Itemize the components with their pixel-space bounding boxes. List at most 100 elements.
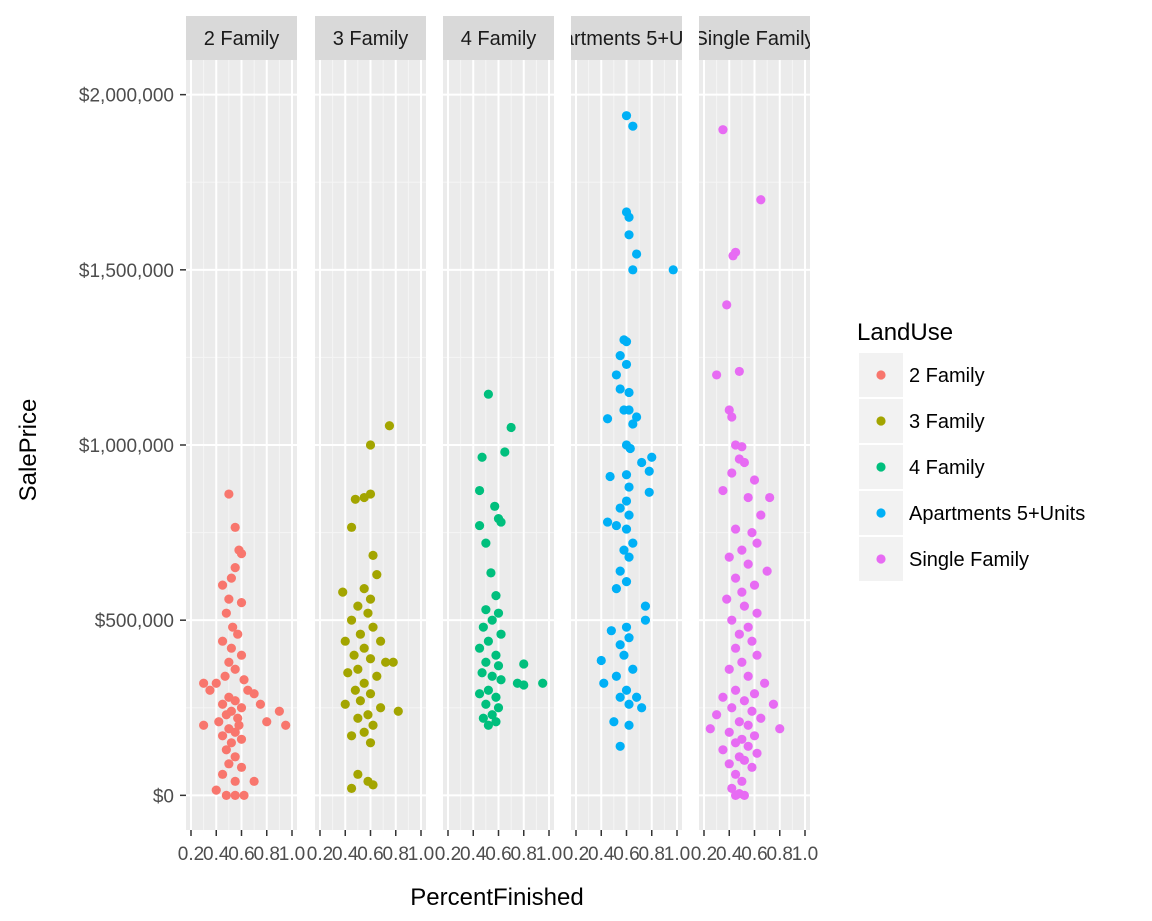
data-point (624, 510, 634, 520)
data-point (487, 710, 497, 720)
data-point (239, 790, 249, 800)
data-point (724, 759, 734, 769)
data-point (359, 492, 369, 503)
x-tick-label: 0.2 (563, 844, 589, 865)
data-point (628, 664, 638, 674)
data-point (628, 121, 638, 131)
data-point (346, 731, 357, 741)
data-point (637, 457, 647, 468)
data-point (359, 584, 369, 594)
data-point (224, 657, 234, 667)
data-point (606, 626, 616, 636)
data-point (214, 717, 224, 727)
data-point (478, 622, 488, 632)
legend-key-point (876, 416, 886, 426)
data-point (343, 668, 353, 678)
y-axis-title: SalePrice (15, 399, 42, 502)
data-point (621, 496, 632, 506)
x-tick-label: 1.0 (536, 844, 562, 865)
data-point (647, 452, 657, 462)
data-point (644, 487, 654, 497)
data-point (274, 706, 284, 716)
data-point (756, 510, 766, 520)
data-point (483, 389, 493, 399)
data-point (224, 489, 234, 499)
data-point (624, 387, 634, 398)
data-point (350, 494, 360, 504)
data-point (226, 738, 236, 748)
data-point (621, 577, 632, 587)
data-point (483, 720, 493, 730)
x-tick-label: 0.6 (741, 844, 767, 865)
data-point (743, 720, 753, 730)
data-point (712, 370, 722, 380)
data-point (249, 776, 259, 786)
data-point (739, 790, 749, 800)
data-point (621, 359, 632, 370)
data-point (718, 692, 728, 702)
data-point (743, 671, 753, 681)
y-tick-label: $0 (153, 786, 174, 807)
x-tick-label: 0.6 (357, 844, 383, 865)
data-point (230, 790, 240, 800)
data-point (728, 251, 738, 261)
data-point (221, 745, 231, 755)
data-point (496, 517, 506, 527)
data-point (624, 405, 634, 415)
facet-panel: 2 Family 0.20.40.60.81.0 (178, 16, 305, 865)
data-point (236, 549, 247, 559)
data-point (230, 696, 240, 706)
data-point (762, 566, 772, 576)
data-point (493, 661, 504, 671)
data-point (486, 568, 496, 578)
data-point (747, 706, 757, 716)
data-point (756, 195, 766, 205)
facet-strip (186, 16, 297, 60)
data-point (221, 710, 231, 720)
data-point (353, 601, 363, 611)
data-point (491, 692, 501, 702)
data-point (381, 657, 391, 667)
data-point (737, 776, 747, 786)
data-point (611, 671, 621, 681)
x-tick-label: 0.6 (485, 844, 511, 865)
data-point (739, 457, 749, 468)
x-tick-label: 0.6 (613, 844, 639, 865)
series-points (705, 125, 785, 800)
data-point (625, 443, 635, 454)
data-point (199, 678, 209, 688)
data-point (624, 720, 634, 730)
data-point (211, 678, 221, 688)
data-point (752, 608, 762, 618)
x-tick-label: 0.4 (716, 844, 743, 865)
data-point (760, 678, 770, 688)
legend-key-point (876, 462, 886, 472)
data-point (346, 522, 357, 532)
data-point (236, 650, 247, 660)
data-point (233, 713, 243, 723)
data-point (615, 503, 625, 513)
data-point (602, 414, 613, 424)
data-point (519, 659, 529, 669)
legend-label: Apartments 5+Units (909, 503, 1085, 525)
data-point (474, 520, 485, 531)
data-point (632, 412, 642, 422)
y-tick-label: $500,000 (95, 611, 174, 632)
data-point (493, 608, 504, 618)
data-point (632, 692, 642, 702)
facet-panel: 4 Family 0.20.40.60.81.0 (435, 16, 562, 865)
data-point (628, 538, 638, 548)
facet-strip (443, 16, 554, 60)
data-point (359, 678, 369, 688)
data-point (365, 654, 376, 664)
data-point (477, 452, 487, 462)
data-point (221, 608, 231, 618)
data-point (255, 699, 266, 709)
data-point (619, 545, 629, 555)
data-point (734, 629, 744, 639)
data-point (474, 485, 485, 496)
data-point (628, 265, 638, 275)
x-tick-label: 0.8 (254, 844, 280, 865)
data-point (365, 738, 376, 748)
data-point (718, 125, 728, 135)
